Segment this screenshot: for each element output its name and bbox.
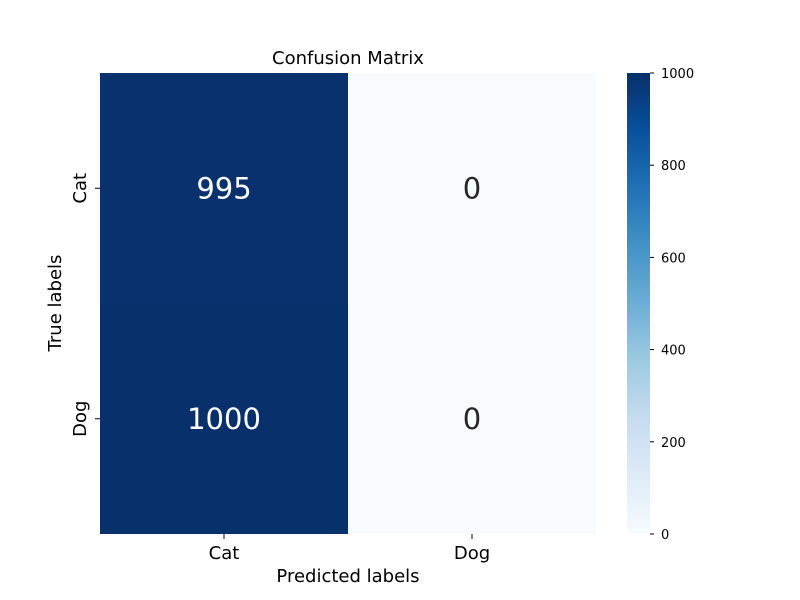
y-tick-label: Dog [70, 401, 91, 437]
x-axis-ticks: Cat Dog [209, 534, 490, 564]
heatmap-cells [100, 73, 596, 534]
y-axis-ticks: Cat Dog [70, 173, 100, 437]
cell-annotations: 995 0 1000 0 [187, 171, 481, 436]
colorbar [627, 73, 650, 534]
y-axis-label: True labels [45, 255, 66, 353]
cell-annotation-dog-dog: 0 [463, 402, 481, 436]
colorbar-tick-label: 800 [661, 159, 686, 174]
cell-dog-cat [100, 303, 348, 534]
x-axis-label: Predicted labels [276, 566, 419, 587]
cell-annotation-cat-cat: 995 [196, 171, 251, 205]
cell-cat-cat [100, 73, 348, 304]
colorbar-ticks: 0 200 400 600 800 1000 [650, 67, 694, 543]
colorbar-tick-label: 1000 [661, 67, 694, 82]
y-tick-label: Cat [70, 173, 91, 204]
x-tick-label: Dog [454, 543, 490, 564]
chart-title: Confusion Matrix [272, 48, 424, 69]
colorbar-tick-label: 200 [661, 436, 686, 451]
colorbar-tick-label: 400 [661, 344, 686, 359]
cell-annotation-cat-dog: 0 [463, 171, 481, 205]
x-tick-label: Cat [209, 543, 240, 564]
colorbar-tick-label: 600 [661, 251, 686, 266]
cell-cat-dog [348, 73, 596, 304]
cell-annotation-dog-cat: 1000 [187, 402, 261, 436]
cell-dog-dog [348, 303, 596, 534]
colorbar-tick-label: 0 [661, 528, 669, 543]
